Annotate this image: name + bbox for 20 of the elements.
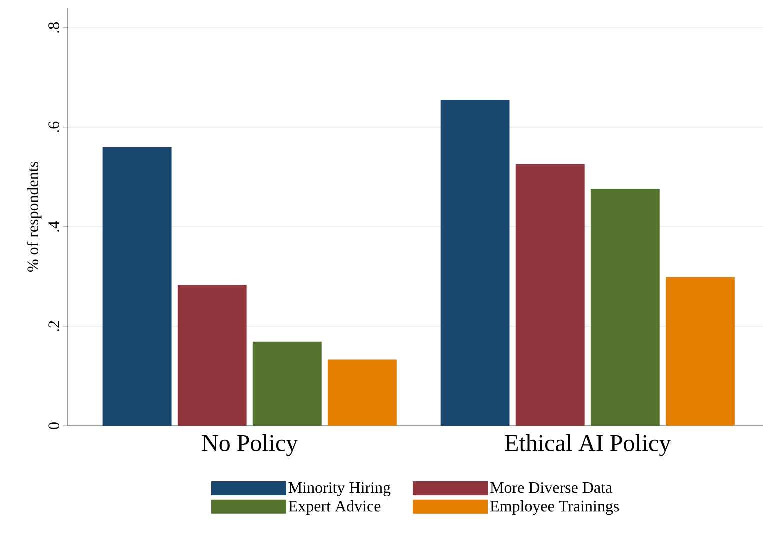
y-tick-label: .4: [48, 221, 60, 232]
bar: [516, 164, 585, 426]
x-tick-label: No Policy: [202, 434, 298, 456]
legend-label: More Diverse Data: [490, 482, 612, 494]
y-axis-title: % of respondents: [27, 162, 42, 272]
y-tick-label: 0: [48, 422, 60, 430]
y-tick-label: .6: [48, 122, 60, 132]
bar: [252, 342, 322, 426]
legend-label: Expert Advice: [288, 500, 381, 516]
legend-label: Minority Hiring: [288, 482, 391, 496]
bar: [590, 189, 660, 426]
bar: [102, 147, 172, 426]
bar: [328, 360, 397, 426]
legend-label: Employee Trainings: [490, 500, 620, 516]
y-tick-label: .8: [48, 22, 60, 33]
y-tick-label: .2: [48, 321, 60, 332]
bar: [666, 277, 735, 426]
bar: [178, 285, 247, 426]
x-tick-label: Ethical AI Policy: [505, 434, 672, 456]
bar: [440, 100, 510, 426]
